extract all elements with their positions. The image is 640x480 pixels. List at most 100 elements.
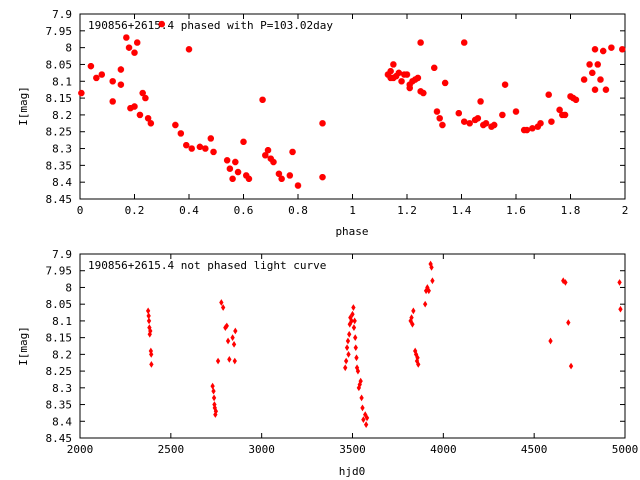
data-point — [431, 64, 438, 72]
data-point — [406, 84, 413, 92]
data-point — [568, 362, 574, 370]
data-point — [537, 120, 544, 127]
data-point — [319, 120, 326, 127]
data-point — [146, 312, 151, 320]
data-point — [410, 320, 415, 328]
data-point — [131, 103, 138, 110]
data-point — [145, 307, 151, 315]
data-point — [87, 62, 95, 70]
y-tick-label: 8.05 — [46, 58, 73, 71]
data-point — [353, 334, 358, 341]
y-tick-label: 8.1 — [52, 75, 72, 88]
data-point — [345, 337, 351, 345]
data-point — [364, 414, 370, 422]
data-point — [148, 327, 153, 335]
plot-frame — [79, 13, 626, 200]
data-point — [227, 356, 232, 363]
data-point — [220, 304, 226, 311]
phased-light-curve-panel: 190856+2615.4 phased with P=103.02day ph… — [17, 8, 628, 238]
data-point — [512, 108, 520, 115]
data-point — [387, 67, 394, 75]
data-point — [294, 182, 302, 189]
data-point — [398, 78, 405, 85]
y-tick-label: 8.3 — [52, 382, 72, 395]
y-tick-label: 7.95 — [46, 25, 73, 38]
x-axis-label: phase — [335, 225, 368, 238]
data-point — [363, 411, 368, 418]
data-point — [395, 69, 403, 77]
data-point — [548, 337, 553, 345]
y-tick-label: 8.05 — [46, 298, 73, 311]
data-point — [343, 364, 348, 372]
data-point — [426, 287, 431, 295]
data-point — [226, 165, 234, 172]
data-point — [361, 416, 366, 423]
y-tick-label: 7.9 — [52, 248, 72, 261]
data-point — [591, 86, 599, 93]
data-point — [586, 61, 593, 68]
y-axis-label: I[mag] — [17, 86, 30, 126]
data-point — [347, 330, 352, 338]
y-tick-label: 8.3 — [52, 143, 72, 156]
x-tick-label: 0.4 — [179, 204, 199, 217]
data-point — [233, 327, 238, 335]
y-tick-label: 8.1 — [52, 315, 72, 328]
data-point — [93, 74, 100, 82]
data-point — [146, 317, 152, 325]
x-tick-label: 3500 — [339, 443, 366, 456]
data-point — [177, 130, 185, 137]
data-point — [360, 404, 365, 412]
x-tick-label: 0.2 — [125, 204, 145, 217]
data-point — [477, 98, 484, 105]
data-point — [436, 115, 443, 122]
x-axis-ticks: 2000 2500 3000 3500 4000 4500 5000 — [67, 254, 638, 456]
y-tick-label: 8.15 — [46, 332, 73, 345]
data-point — [344, 344, 350, 352]
data-points — [78, 20, 626, 189]
data-point — [415, 354, 420, 362]
data-point — [259, 96, 266, 103]
data-point — [566, 319, 571, 326]
data-point — [351, 304, 356, 311]
x-tick-label: 3000 — [248, 443, 275, 456]
data-point — [350, 310, 355, 318]
data-point — [347, 320, 352, 328]
data-point — [591, 46, 599, 53]
x-tick-label: 1.8 — [561, 204, 581, 217]
y-tick-label: 8.45 — [46, 193, 73, 206]
data-point — [608, 44, 615, 51]
data-point — [231, 340, 237, 348]
x-axis-ticks: 0 0.2 0.4 0.6 0.8 1 1.2 1.4 1.6 1.8 2 — [77, 14, 629, 217]
data-point — [358, 377, 363, 385]
y-axis-ticks: 7.9 7.95 8 8.05 8.1 8.15 8.2 8.25 8.3 8.35 8.4 8.45 — [46, 248, 625, 445]
data-point — [433, 108, 441, 115]
y-tick-label: 8.25 — [46, 126, 73, 139]
plot-frame — [79, 253, 626, 439]
data-point — [275, 170, 283, 177]
data-point — [78, 89, 85, 97]
data-point — [136, 111, 144, 119]
data-point — [548, 118, 555, 125]
data-point — [466, 120, 473, 127]
data-point — [572, 96, 580, 103]
data-point — [491, 121, 498, 129]
data-point — [210, 148, 217, 156]
data-point — [270, 158, 277, 166]
data-point — [409, 314, 414, 321]
data-point — [429, 264, 434, 271]
data-point — [109, 78, 116, 85]
data-point — [117, 66, 125, 73]
data-point — [215, 357, 221, 365]
data-point — [414, 74, 422, 82]
data-point — [430, 277, 435, 285]
data-point — [359, 394, 364, 402]
data-point — [134, 39, 141, 46]
y-tick-label: 7.95 — [46, 265, 73, 278]
chart-title: 190856+2615.4 phased with P=103.02day — [88, 19, 333, 32]
y-tick-label: 8.45 — [46, 432, 73, 445]
data-point — [225, 337, 231, 345]
x-tick-label: 2 — [622, 204, 629, 217]
data-point — [149, 361, 154, 368]
data-point — [343, 357, 349, 365]
data-point — [346, 351, 351, 358]
